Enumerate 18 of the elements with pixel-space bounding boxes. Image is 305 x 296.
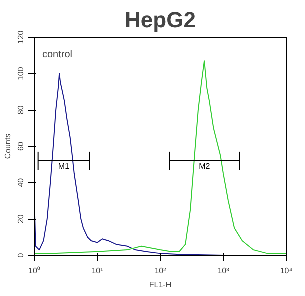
y-tick-label: 80	[16, 105, 26, 115]
annotation: control	[42, 50, 73, 60]
series-label: M2	[199, 162, 211, 172]
x-tick-label: 10¹	[92, 266, 104, 276]
x-tick-label: 10⁴	[280, 266, 294, 276]
y-tick-label: 100	[16, 66, 26, 81]
chart-title: HepG2	[125, 8, 196, 32]
x-tick-label: 10⁰	[28, 266, 40, 276]
y-tick-label: 0	[16, 252, 26, 258]
y-tick-label: 60	[16, 142, 26, 151]
y-axis-title: Counts	[4, 134, 12, 160]
series-label: M1	[58, 162, 70, 172]
y-tick-label: 120	[16, 30, 26, 44]
x-axis-title: FL1-H	[149, 280, 172, 290]
x-tick-label: 10²	[154, 266, 167, 276]
y-tick-label: 20	[16, 214, 26, 224]
y-tick-label: 40	[16, 178, 26, 188]
x-tick-label: 10³	[218, 266, 230, 276]
